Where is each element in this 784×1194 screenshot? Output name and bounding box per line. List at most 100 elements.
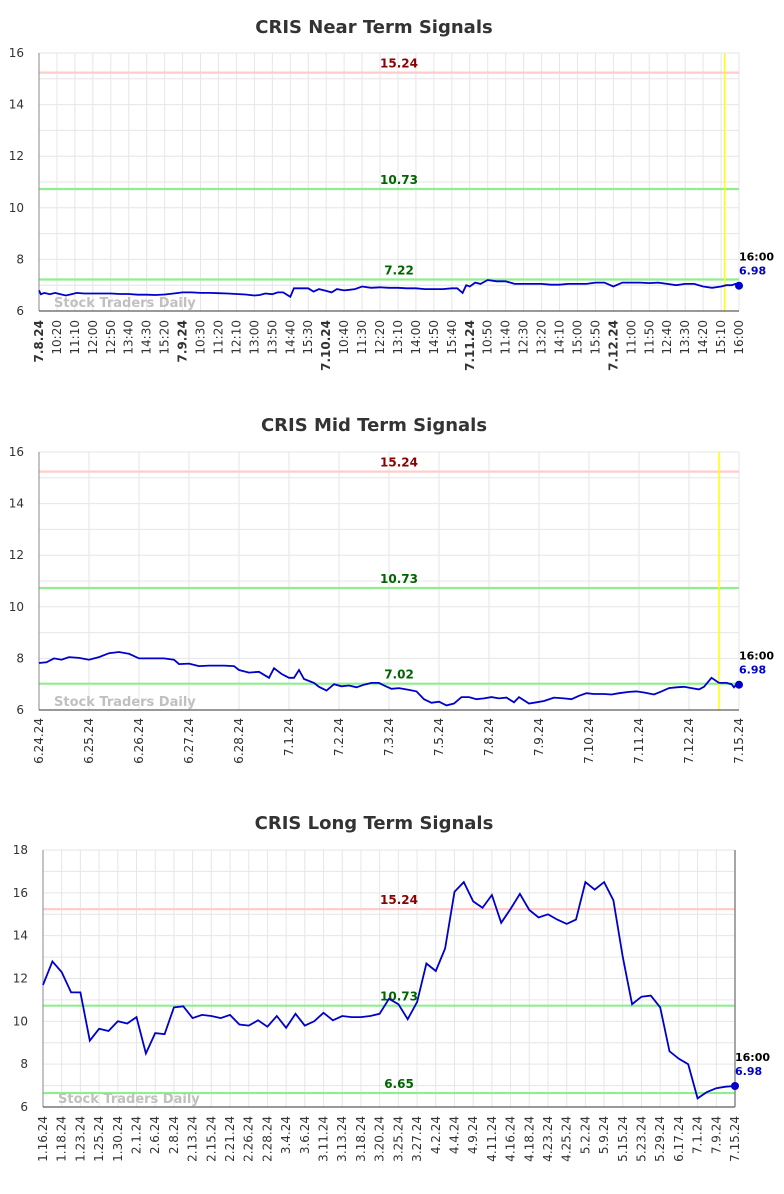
x-tick-label: 2.26.24 (242, 1116, 256, 1162)
x-tick-label: 2.13.24 (186, 1116, 200, 1162)
x-tick-label: 16:00 (732, 320, 746, 355)
x-tick-label: 12:10 (229, 320, 243, 355)
x-tick-label: 14:20 (696, 320, 710, 355)
x-tick-label: 10:20 (50, 320, 64, 355)
x-tick-label: 4.11.24 (485, 1116, 499, 1162)
x-tick-label: 1.18.24 (55, 1116, 69, 1162)
x-tick-label: 7.8.24 (32, 320, 46, 363)
y-tick-label: 14 (13, 929, 28, 943)
x-tick-label: 11:10 (68, 320, 82, 355)
x-tick-label: 7.11.24 (632, 718, 646, 764)
x-tick-label: 7.10.24 (582, 718, 596, 764)
x-tick-label: 12:00 (86, 320, 100, 355)
y-tick-label: 16 (9, 46, 24, 60)
x-tick-label: 1.16.24 (36, 1116, 50, 1162)
signal-label: 15.24 (380, 57, 418, 71)
x-tick-label: 7.10.24 (319, 320, 333, 371)
y-tick-label: 14 (9, 497, 24, 511)
x-tick-label: 7.15.24 (732, 718, 746, 764)
x-tick-label: 4.16.24 (504, 1116, 518, 1162)
x-tick-label: 2.8.24 (167, 1116, 181, 1154)
x-tick-label: 13:00 (247, 320, 261, 355)
y-tick-label: 16 (9, 445, 24, 459)
x-tick-label: 5.9.24 (597, 1116, 611, 1154)
x-tick-label: 13:30 (678, 320, 692, 355)
last-price-dot (735, 680, 743, 689)
x-tick-label: 14:00 (409, 320, 423, 355)
chart-title: CRIS Mid Term Signals (261, 415, 487, 436)
x-tick-label: 5.23.24 (634, 1116, 648, 1162)
x-tick-label: 12:20 (373, 320, 387, 355)
last-time-label: 16:00 (739, 251, 774, 264)
signal-label: 15.24 (380, 893, 418, 907)
y-tick-label: 10 (9, 600, 24, 614)
x-tick-label: 11:40 (499, 320, 513, 355)
x-tick-label: 2.21.24 (223, 1116, 237, 1162)
y-tick-label: 8 (20, 1057, 28, 1071)
last-price-dot (731, 1082, 739, 1091)
chart-title: CRIS Near Term Signals (255, 17, 492, 38)
y-tick-label: 12 (13, 972, 28, 986)
x-tick-label: 10:40 (337, 320, 351, 355)
x-tick-label: 3.27.24 (410, 1116, 424, 1162)
y-tick-label: 6 (16, 304, 24, 318)
last-price-dot (735, 281, 743, 290)
price-series-line (38, 651, 740, 707)
x-tick-label: 6.26.24 (132, 718, 146, 764)
chart-3: CRIS Long Term Signals 15.24 10.73 6.65 6 8 10… (13, 813, 771, 1162)
x-tick-label: 13:20 (535, 320, 549, 355)
signal-label: 10.73 (380, 173, 418, 187)
x-tick-label: 7.5.24 (432, 718, 446, 756)
x-tick-label: 6.28.24 (232, 718, 246, 764)
x-tick-label: 2.1.24 (130, 1116, 144, 1154)
x-tick-label: 10:30 (194, 320, 208, 355)
x-tick-label: 11:50 (642, 320, 656, 355)
chart-title: CRIS Long Term Signals (255, 813, 494, 834)
x-tick-label: 11:20 (211, 320, 225, 355)
x-tick-label: 4.2.24 (429, 1116, 443, 1154)
x-tick-label: 7.12.24 (682, 718, 696, 764)
x-tick-label: 12:30 (517, 320, 531, 355)
x-tick-label: 1.25.24 (92, 1116, 106, 1162)
signal-label: 15.24 (380, 456, 418, 470)
x-tick-label: 3.25.24 (391, 1116, 405, 1162)
signal-label: 7.02 (384, 668, 414, 682)
x-tick-label: 7.8.24 (482, 718, 496, 756)
x-tick-label: 4.25.24 (560, 1116, 574, 1162)
x-tick-label: 4.9.24 (466, 1116, 480, 1154)
y-tick-label: 12 (9, 548, 24, 562)
x-tick-label: 6.25.24 (82, 718, 96, 764)
x-tick-label: 15:10 (714, 320, 728, 355)
x-tick-label: 14:40 (283, 320, 297, 355)
y-tick-label: 14 (9, 98, 24, 112)
last-value-label: 6.98 (739, 664, 766, 677)
last-time-label: 16:00 (735, 1051, 770, 1064)
x-tick-label: 5.29.24 (653, 1116, 667, 1162)
x-tick-label: 13:10 (391, 320, 405, 355)
x-tick-label: 2.15.24 (204, 1116, 218, 1162)
x-tick-label: 3.4.24 (279, 1116, 293, 1154)
x-tick-label: 6.24.24 (32, 718, 46, 764)
x-tick-label: 7.1.24 (691, 1116, 705, 1154)
last-time-label: 16:00 (739, 650, 774, 663)
last-value-label: 6.98 (739, 265, 766, 278)
price-series-line (38, 279, 740, 299)
signal-label: 10.73 (380, 990, 418, 1004)
x-tick-label: 7.12.24 (606, 320, 620, 371)
x-tick-label: 10:50 (481, 320, 495, 355)
watermark: Stock Traders Daily (54, 296, 196, 311)
x-tick-label: 7.11.24 (463, 320, 477, 371)
signal-label: 6.65 (384, 1077, 414, 1091)
x-tick-label: 3.11.24 (317, 1116, 331, 1162)
x-tick-label: 14:10 (553, 320, 567, 355)
x-tick-label: 7.2.24 (332, 718, 346, 756)
y-tick-label: 8 (16, 252, 24, 266)
price-series-line (42, 880, 736, 1100)
signal-label: 10.73 (380, 572, 418, 586)
x-tick-label: 11:30 (355, 320, 369, 355)
watermark: Stock Traders Daily (58, 1092, 200, 1107)
y-tick-label: 10 (13, 1014, 28, 1028)
x-tick-label: 14:50 (427, 320, 441, 355)
y-tick-label: 18 (13, 843, 28, 857)
